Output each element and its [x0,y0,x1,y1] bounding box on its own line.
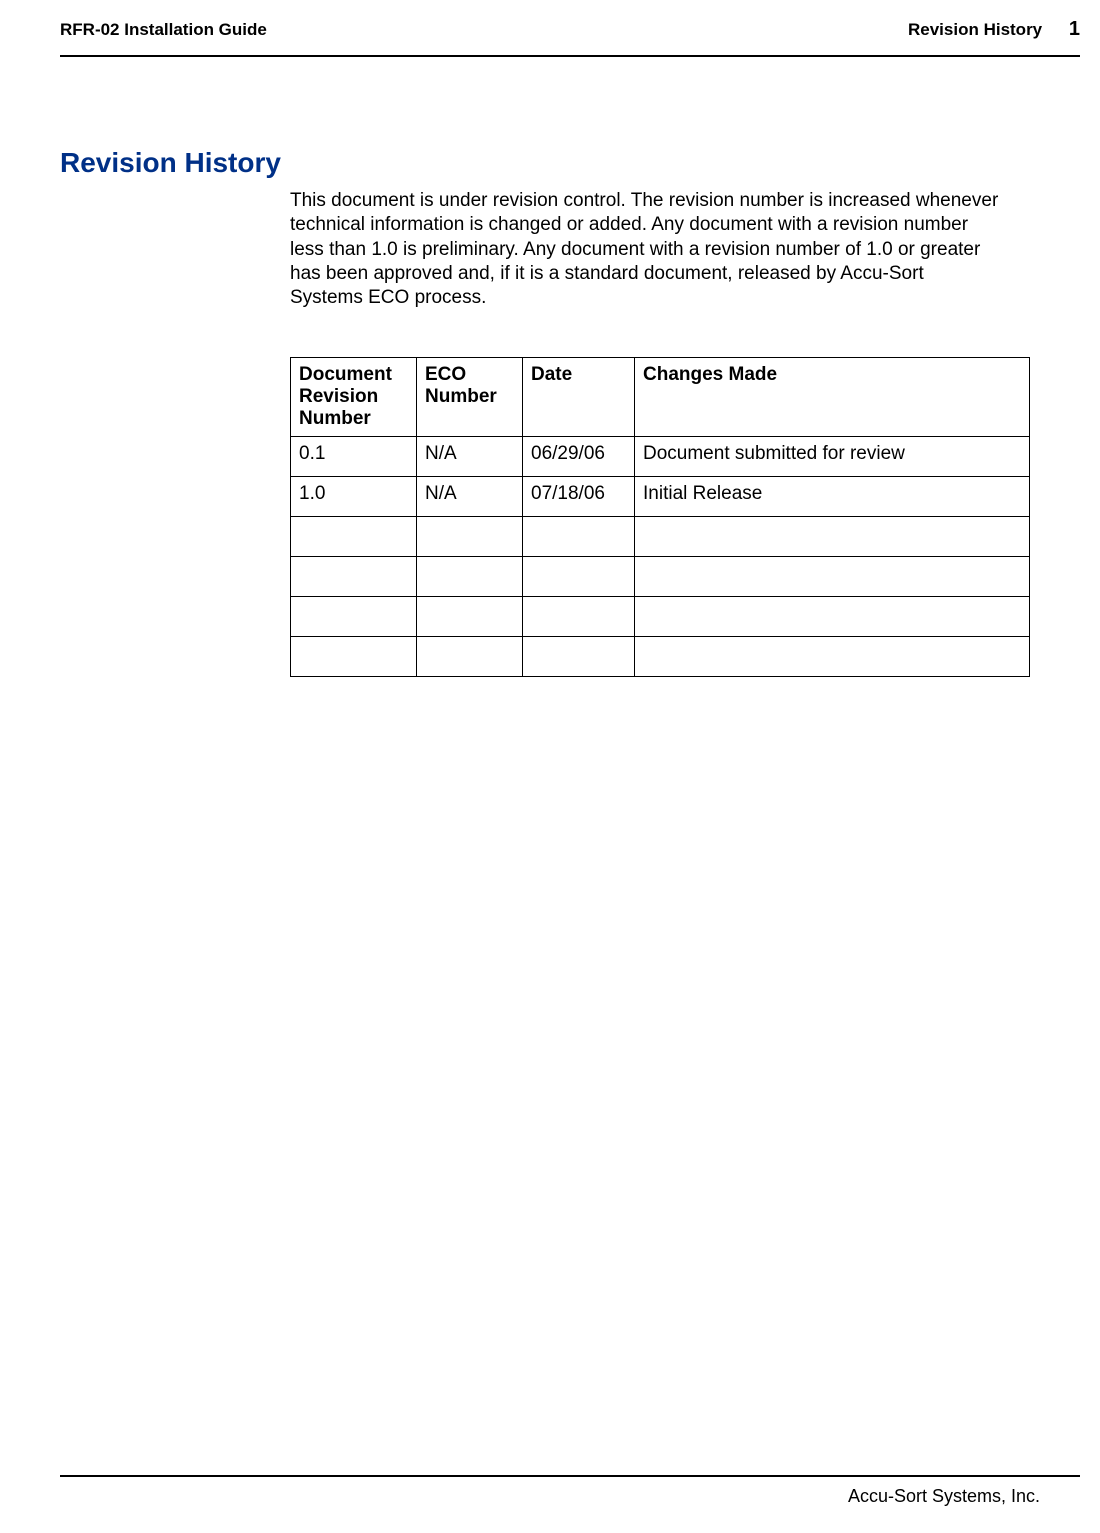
cell-doc-rev [291,636,417,676]
table-row [291,636,1030,676]
cell-changes: Initial Release [635,476,1030,516]
cell-doc-rev [291,596,417,636]
footer-rule [60,1475,1080,1477]
cell-date [523,596,635,636]
section-body: This document is under revision control.… [290,189,1000,311]
col-header-eco: ECO Number [417,357,523,436]
cell-eco [417,636,523,676]
cell-changes [635,556,1030,596]
cell-date [523,516,635,556]
table-row [291,556,1030,596]
cell-doc-rev: 1.0 [291,476,417,516]
col-header-doc-rev: Document Revision Number [291,357,417,436]
cell-doc-rev [291,556,417,596]
cell-doc-rev [291,516,417,556]
cell-changes [635,636,1030,676]
cell-date: 06/29/06 [523,436,635,476]
cell-date [523,556,635,596]
header-section-name: Revision History [908,20,1042,39]
cell-changes: Document submitted for review [635,436,1030,476]
table-header-row: Document Revision Number ECO Number Date… [291,357,1030,436]
table-row [291,596,1030,636]
table-row: 1.0 N/A 07/18/06 Initial Release [291,476,1030,516]
table-row [291,516,1030,556]
header-doc-title: RFR-02 Installation Guide [60,20,267,40]
cell-changes [635,596,1030,636]
cell-doc-rev: 0.1 [291,436,417,476]
cell-eco [417,596,523,636]
cell-eco: N/A [417,476,523,516]
revision-table: Document Revision Number ECO Number Date… [290,357,1030,677]
table-row: 0.1 N/A 06/29/06 Document submitted for … [291,436,1030,476]
section-title: Revision History [60,147,1100,179]
header-rule [60,55,1080,57]
footer-company: Accu-Sort Systems, Inc. [848,1486,1040,1507]
page-header: RFR-02 Installation Guide Revision Histo… [0,0,1100,41]
page-number: 1 [1069,18,1080,41]
cell-eco: N/A [417,436,523,476]
cell-date: 07/18/06 [523,476,635,516]
cell-eco [417,516,523,556]
cell-date [523,636,635,676]
cell-changes [635,516,1030,556]
header-right-group: Revision History 1 [908,18,1080,41]
cell-eco [417,556,523,596]
col-header-date: Date [523,357,635,436]
col-header-changes: Changes Made [635,357,1030,436]
